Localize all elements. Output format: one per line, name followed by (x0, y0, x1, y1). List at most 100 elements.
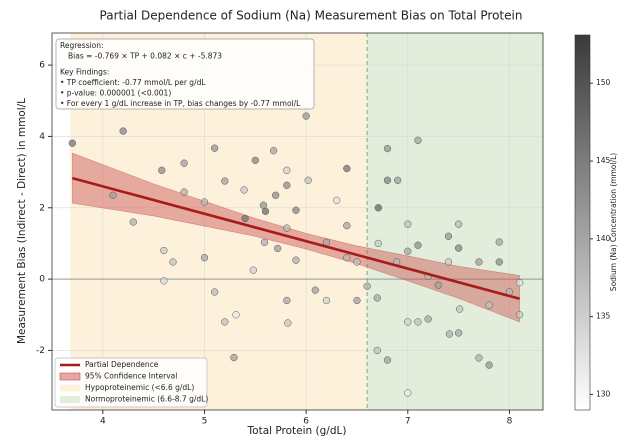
data-point (200, 198, 209, 206)
data-point (158, 166, 166, 174)
data-point (180, 159, 188, 167)
legend-label: Partial Dependence (85, 360, 159, 369)
colorbar-tick-label: 150 (596, 78, 611, 87)
x-tick-label: 7 (405, 417, 411, 427)
data-point (404, 220, 412, 228)
annotation-line: Key Findings: (60, 67, 109, 76)
annotation-line: • p-value: 0.000001 (<0.001) (60, 88, 171, 97)
y-tick-label: 4 (39, 132, 45, 142)
data-point (343, 254, 351, 262)
data-point (251, 156, 259, 164)
data-point (160, 277, 168, 285)
colorbar-tick-label: 145 (596, 156, 611, 165)
data-point (515, 311, 524, 319)
data-point (475, 354, 483, 362)
data-point (260, 238, 269, 247)
chart-title: Partial Dependence of Sodium (Na) Measur… (100, 9, 523, 23)
legend-swatch (60, 396, 80, 403)
data-point (221, 177, 229, 185)
data-point (414, 241, 422, 249)
data-point (180, 188, 188, 196)
annotation-line: Bias = -0.769 × TP + 0.082 × c + -5.873 (68, 52, 222, 61)
legend-swatch (60, 384, 80, 392)
x-tick-label: 5 (202, 417, 208, 427)
data-point (485, 361, 493, 369)
data-point (169, 258, 177, 266)
data-point (304, 176, 312, 184)
data-point (343, 164, 351, 173)
data-point (414, 318, 422, 326)
legend-label: Normoproteinemic (6.6-8.7 g/dL) (85, 395, 208, 404)
data-point (485, 301, 493, 309)
data-point (353, 258, 361, 266)
data-point (454, 329, 463, 337)
annotation-line: • For every 1 g/dL increase in TP, bias … (60, 99, 301, 108)
data-point (454, 220, 463, 228)
data-point (240, 186, 248, 194)
data-point (495, 258, 503, 266)
data-point (284, 319, 292, 327)
data-point (311, 286, 319, 294)
y-axis-label: Measurement Bias (Indirect - Direct) in … (16, 98, 28, 344)
y-tick-label: 0 (39, 275, 45, 285)
data-point (211, 288, 219, 296)
colorbar-label: Sodium (Na) Concentration (mmol/L) (609, 153, 618, 291)
data-point (374, 204, 382, 212)
annotation-box (55, 38, 315, 110)
legend-label: 95% Confidence Interval (85, 372, 177, 381)
data-point (404, 389, 412, 397)
data-point (68, 139, 76, 147)
data-point (393, 176, 402, 184)
data-point (424, 315, 432, 323)
data-point (274, 244, 282, 253)
legend-box (54, 357, 208, 408)
colorbar (574, 34, 591, 411)
data-point (283, 296, 291, 305)
data-point (261, 207, 270, 215)
data-point (241, 214, 249, 223)
colorbar-tick-label: 140 (596, 234, 611, 243)
data-point (414, 136, 422, 145)
plot-frame (51, 32, 544, 411)
y-tick-label: 6 (39, 61, 45, 71)
data-point (283, 166, 291, 174)
data-point (383, 176, 392, 184)
legend-swatch (59, 372, 81, 381)
annotation-line: Regression: (60, 41, 104, 50)
data-point (383, 144, 392, 153)
data-point (353, 296, 361, 305)
data-point (363, 282, 371, 290)
data-point (292, 256, 300, 264)
data-point (404, 247, 412, 255)
data-point (332, 196, 341, 204)
y-tick-label: 2 (39, 203, 45, 213)
data-point (230, 353, 238, 362)
data-point (259, 201, 268, 209)
data-point (373, 294, 381, 302)
x-axis-label: Total Protein (g/dL) (247, 425, 347, 437)
data-point (374, 239, 382, 248)
data-point (383, 356, 392, 364)
data-point (283, 181, 291, 189)
data-point (434, 281, 442, 289)
data-point (271, 191, 280, 199)
data-point (495, 238, 503, 246)
region (367, 33, 543, 410)
data-point (119, 127, 127, 135)
data-point (475, 258, 483, 266)
data-point (373, 346, 381, 355)
fit-line (71, 176, 520, 300)
data-point (211, 144, 219, 152)
data-point (160, 246, 168, 255)
data-point (444, 258, 453, 266)
data-point (129, 218, 137, 226)
data-point (343, 221, 351, 230)
data-point (455, 305, 464, 313)
data-point (515, 279, 524, 287)
data-point (292, 206, 300, 214)
data-point (445, 330, 454, 338)
data-point (232, 311, 240, 319)
data-point (249, 266, 257, 274)
legend-label: Hypoproteinemic (<6.6 g/dL) (85, 383, 194, 392)
